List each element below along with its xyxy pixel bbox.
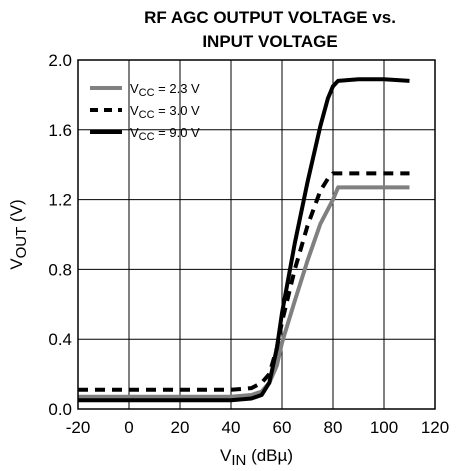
y-tick-label: 2.0 bbox=[48, 51, 72, 70]
series-line-2 bbox=[78, 171, 410, 392]
x-tick-label: -20 bbox=[66, 418, 91, 437]
y-tick-label: 0.4 bbox=[48, 330, 72, 349]
x-tick-label: 120 bbox=[421, 418, 449, 437]
legend-label-1: VCC = 2.3 V bbox=[130, 81, 200, 99]
legend: VCC = 2.3 V VCC = 3.0 V VCC = 9.0 V bbox=[90, 81, 200, 143]
y-tick-label: 1.2 bbox=[48, 191, 72, 210]
x-tick-label: 60 bbox=[273, 418, 292, 437]
plot-frame bbox=[77, 59, 436, 410]
x-tick-labels: -20 0 20 40 60 80 100 120 bbox=[66, 418, 449, 437]
y-tick-label: 1.6 bbox=[48, 121, 72, 140]
legend-label-2: VCC = 3.0 V bbox=[130, 103, 200, 121]
y-tick-label: 0.0 bbox=[48, 400, 72, 419]
y-tick-label: 0.8 bbox=[48, 260, 72, 279]
x-tick-label: 0 bbox=[124, 418, 133, 437]
y-axis-label: VOUT (V) bbox=[7, 199, 30, 269]
series-line-3 bbox=[78, 77, 410, 403]
x-tick-label: 80 bbox=[324, 418, 343, 437]
series-group bbox=[78, 77, 410, 403]
x-tick-label: 40 bbox=[222, 418, 241, 437]
chart-title: RF AGC OUTPUT VOLTAGE vs. INPUT VOLTAGE bbox=[144, 8, 396, 51]
chart-title-line-2: INPUT VOLTAGE bbox=[202, 32, 337, 51]
x-axis-label: VIN (dBµ) bbox=[220, 446, 293, 469]
x-tick-label: 20 bbox=[171, 418, 190, 437]
series-line-1 bbox=[78, 185, 410, 399]
legend-label-3: VCC = 9.0 V bbox=[130, 125, 200, 143]
x-tick-label: 100 bbox=[370, 418, 398, 437]
y-tick-labels: 0.0 0.4 0.8 1.2 1.6 2.0 bbox=[48, 51, 72, 419]
chart-title-line-1: RF AGC OUTPUT VOLTAGE vs. bbox=[144, 8, 396, 27]
